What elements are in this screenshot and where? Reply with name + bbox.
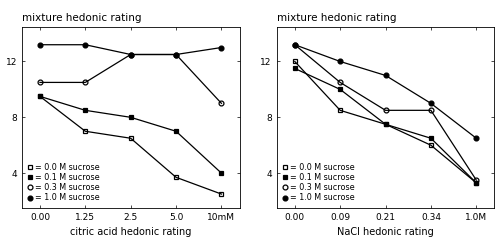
X-axis label: NaCl hedonic rating: NaCl hedonic rating [337,227,434,237]
X-axis label: citric acid hedonic rating: citric acid hedonic rating [70,227,192,237]
Legend: = 0.0 M sucrose, = 0.1 M sucrose, = 0.3 M sucrose, = 1.0 M sucrose: = 0.0 M sucrose, = 0.1 M sucrose, = 0.3 … [26,161,101,204]
Legend: = 0.0 M sucrose, = 0.1 M sucrose, = 0.3 M sucrose, = 1.0 M sucrose: = 0.0 M sucrose, = 0.1 M sucrose, = 0.3 … [280,161,356,204]
Text: mixture hedonic rating: mixture hedonic rating [22,13,142,23]
Text: mixture hedonic rating: mixture hedonic rating [276,13,396,23]
